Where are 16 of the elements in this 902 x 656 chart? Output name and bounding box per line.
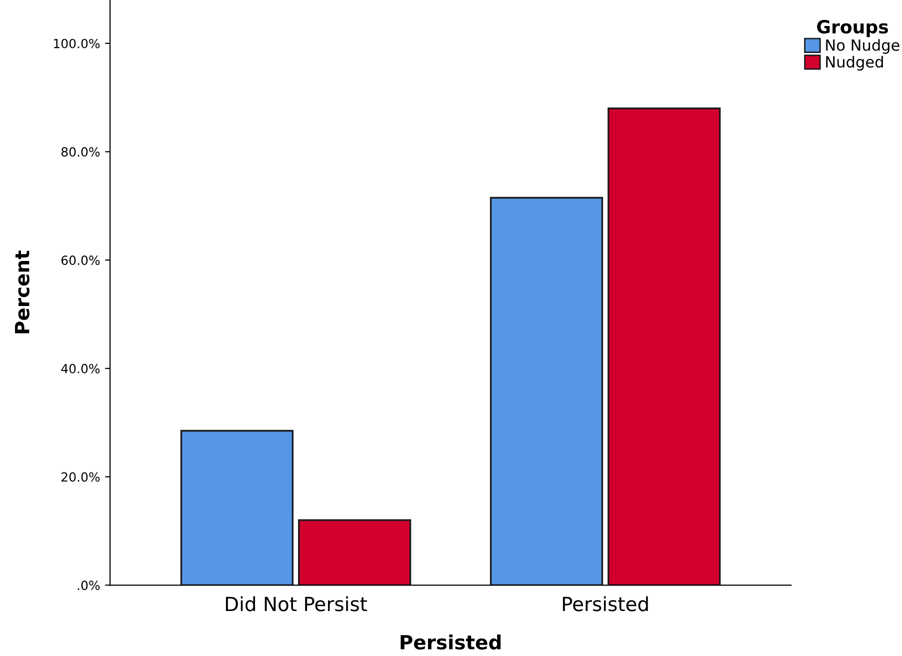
y-tick-label: 20.0% — [62, 472, 100, 482]
y-tick-label: 100.0% — [54, 38, 100, 48]
y-tick-label: 80.0% — [61, 147, 100, 157]
legend-title: Groups — [817, 20, 888, 38]
bar — [180, 430, 294, 586]
bar — [490, 196, 604, 586]
bar — [298, 519, 412, 586]
y-tick-label: 60.0% — [61, 256, 100, 265]
y-tick-label: .0% — [78, 580, 100, 590]
legend-label: No Nudge — [826, 39, 900, 54]
bar — [608, 108, 721, 586]
y-tick-label: 40.0% — [61, 364, 100, 374]
x-axis-title: Persisted — [400, 634, 501, 650]
legend-label: Nudged — [826, 56, 883, 71]
x-tick-label: Did Not Persist — [226, 596, 368, 612]
y-axis-title: Percent — [14, 250, 30, 334]
